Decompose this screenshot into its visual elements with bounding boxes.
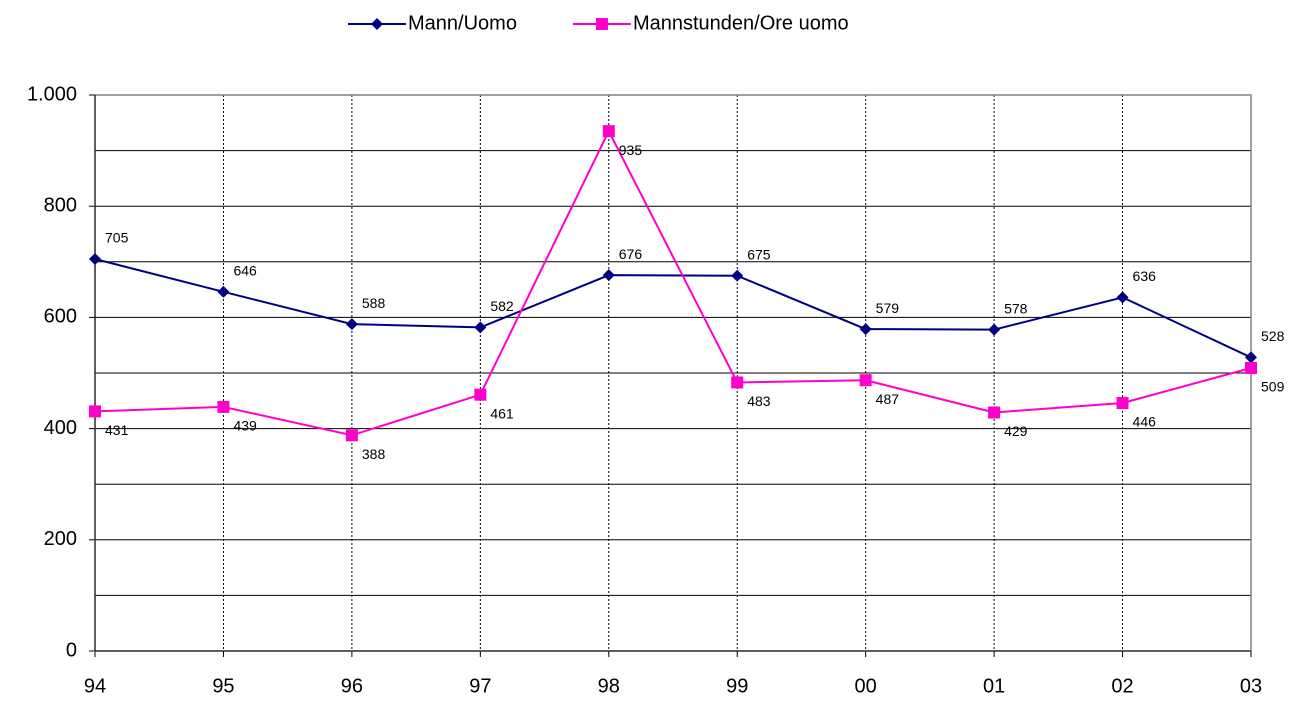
data-label: 461: [490, 405, 514, 421]
y-tick-label: 200: [44, 528, 77, 550]
data-point: [1116, 397, 1129, 410]
data-label: 646: [233, 263, 257, 279]
data-point: [474, 321, 487, 334]
y-tick-label: 1.000: [27, 83, 77, 105]
data-label: 509: [1261, 379, 1285, 395]
x-tick-label: 98: [598, 675, 620, 697]
data-label: 675: [747, 246, 771, 262]
data-label: 935: [619, 142, 643, 158]
data-point: [602, 125, 615, 138]
x-tick-label: 95: [212, 675, 234, 697]
x-tick-label: 99: [726, 675, 748, 697]
x-tick-label: 96: [341, 675, 363, 697]
series-line: [94, 128, 1252, 437]
legend-label: Mannstunden/Ore uomo: [633, 12, 849, 34]
data-label: 588: [362, 295, 386, 311]
data-label: 676: [619, 246, 643, 262]
data-label: 439: [233, 418, 257, 434]
data-point: [217, 285, 230, 298]
y-tick-label: 400: [44, 417, 77, 439]
legend-marker: [371, 18, 383, 30]
data-label: 582: [490, 298, 514, 314]
data-label: 705: [105, 230, 129, 246]
data-point: [1245, 361, 1257, 374]
y-tick-label: 800: [44, 194, 77, 216]
x-tick-label: 94: [84, 675, 106, 697]
y-tick-label: 600: [44, 306, 77, 328]
data-label: 578: [1004, 300, 1028, 316]
x-tick-label: 00: [855, 675, 877, 697]
data-point: [217, 400, 230, 413]
data-point: [988, 406, 1001, 419]
data-point: [859, 374, 872, 387]
data-label: 388: [362, 446, 386, 462]
x-tick-label: 03: [1240, 675, 1262, 697]
data-point: [731, 269, 744, 282]
x-tick-label: 01: [983, 675, 1005, 697]
data-point: [474, 388, 487, 401]
data-point: [602, 269, 615, 282]
data-point: [345, 318, 358, 331]
data-point: [1116, 291, 1129, 304]
x-tick-label: 02: [1111, 675, 1133, 697]
legend-marker: [595, 18, 608, 30]
data-label: 446: [1133, 414, 1157, 430]
x-tick-label: 97: [469, 675, 491, 697]
data-point: [345, 429, 358, 442]
data-point: [988, 323, 1001, 336]
data-label: 636: [1133, 268, 1157, 284]
data-label: 429: [1004, 423, 1028, 439]
data-point: [89, 253, 101, 266]
legend-label: Mann/Uomo: [408, 12, 517, 34]
data-point: [89, 405, 101, 418]
data-label: 487: [876, 391, 900, 407]
series-line: [94, 258, 1252, 359]
data-point: [859, 323, 872, 336]
data-label: 431: [105, 422, 129, 438]
data-label: 483: [747, 393, 771, 409]
data-label: 528: [1261, 328, 1285, 344]
data-point: [731, 376, 744, 389]
y-tick-label: 0: [66, 639, 77, 661]
data-label: 579: [876, 300, 900, 316]
data-point: [1245, 351, 1257, 364]
